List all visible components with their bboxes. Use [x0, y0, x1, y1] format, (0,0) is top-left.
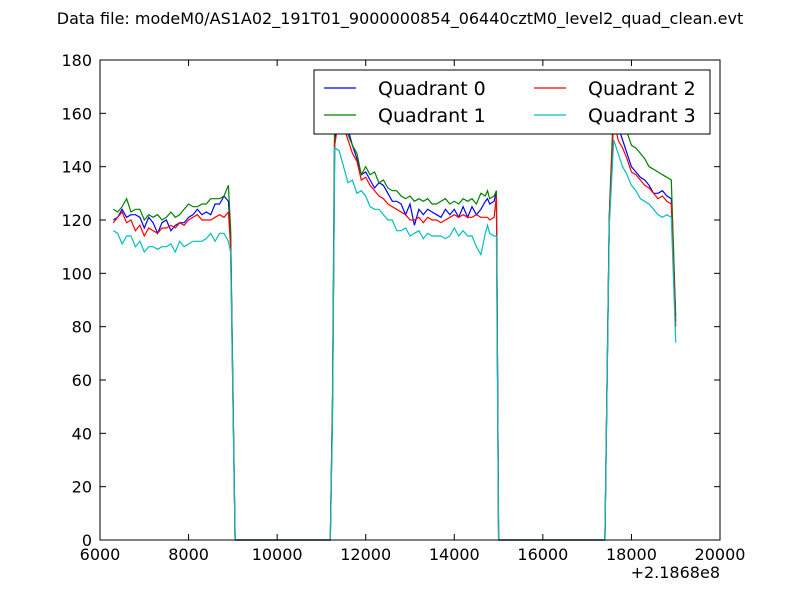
- x-offset-label: +2.1868e8: [631, 563, 720, 582]
- series-line-quadrant-0: [112, 107, 677, 541]
- y-tick-label: 180: [61, 51, 92, 70]
- series-line-quadrant-3: [112, 139, 677, 541]
- y-tick-label: 120: [61, 211, 92, 230]
- y-tick-label: 40: [72, 424, 92, 443]
- plot-frame: [99, 59, 721, 541]
- legend-box: [313, 69, 711, 135]
- x-tick-label: 12000: [340, 545, 391, 564]
- series-layer: [112, 95, 677, 541]
- chart-title: Data file: modeM0/AS1A02_191T01_90000008…: [57, 9, 743, 29]
- y-tick-label: 140: [61, 158, 92, 177]
- legend-label-quadrant-1: Quadrant 1: [378, 105, 486, 127]
- y-tick-label: 20: [72, 478, 92, 497]
- series-line-quadrant-1: [112, 95, 677, 541]
- y-tick-label: 60: [72, 371, 92, 390]
- x-tick-label: 6000: [80, 545, 121, 564]
- x-tick-label: 18000: [606, 545, 657, 564]
- legend-label-quadrant-0: Quadrant 0: [378, 78, 486, 100]
- legend-label-quadrant-3: Quadrant 3: [588, 105, 696, 127]
- y-tick-label: 80: [72, 318, 92, 337]
- y-tick-label: 160: [61, 104, 92, 123]
- series-line-quadrant-2: [112, 113, 677, 541]
- x-tick-label: 20000: [695, 545, 746, 564]
- axis-layer: 6000 8000 10000 12000 14000 16000 18000 20000 0 2…: [61, 51, 745, 564]
- x-tick-label: 8000: [168, 545, 209, 564]
- y-tick-label: 100: [61, 264, 92, 283]
- legend-label-quadrant-2: Quadrant 2: [588, 78, 696, 100]
- y-tick-label: 0: [82, 531, 92, 550]
- x-tick-label: 16000: [517, 545, 568, 564]
- legend: Quadrant 0 Quadrant 1 Quadrant 2 Quadrant 3: [313, 69, 711, 135]
- x-tick-label: 10000: [252, 545, 303, 564]
- legend-items: Quadrant 0 Quadrant 1 Quadrant 2 Quadrant 3: [324, 78, 696, 127]
- x-tick-label: 14000: [429, 545, 480, 564]
